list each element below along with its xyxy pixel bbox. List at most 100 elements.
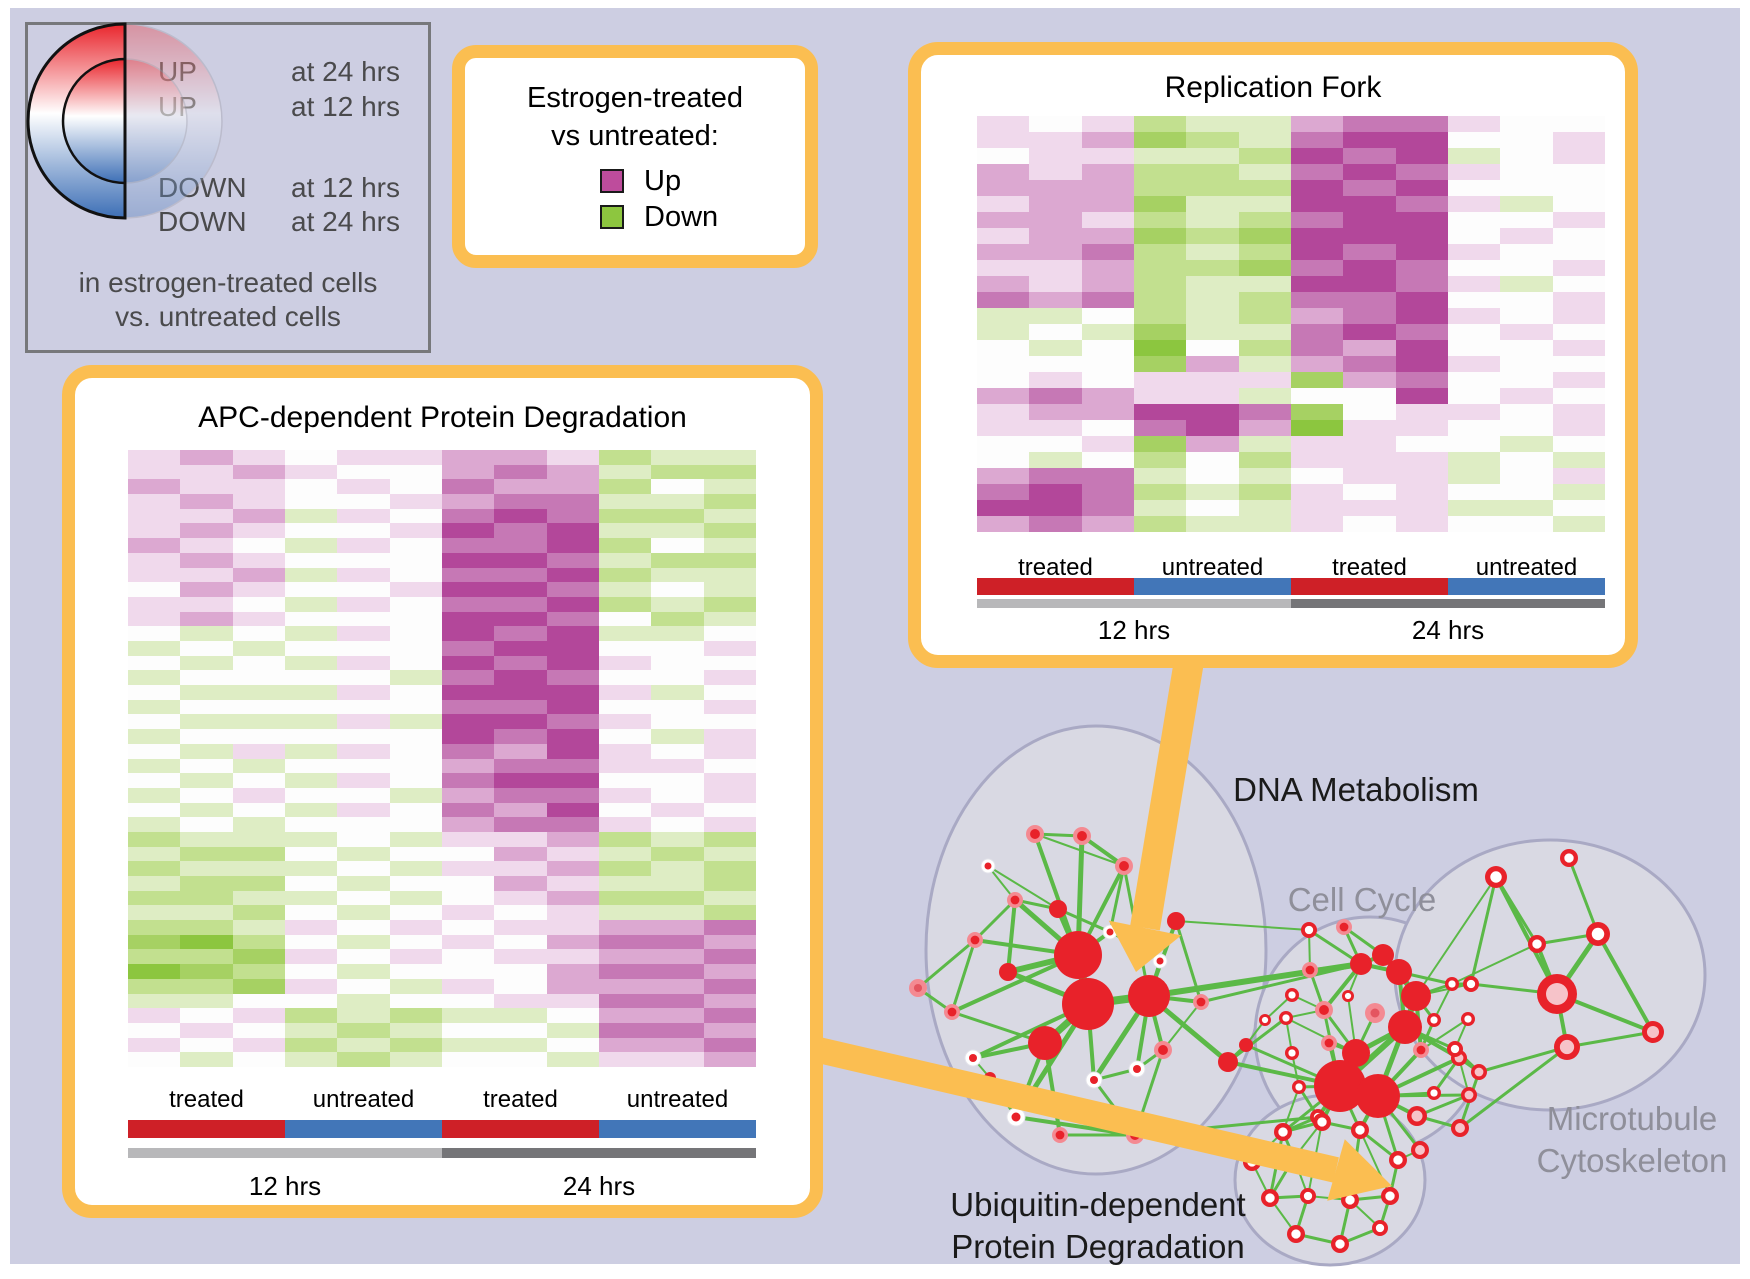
heatmap-cell <box>1290 148 1344 164</box>
heatmap-cell <box>598 626 652 641</box>
panel-apc-dependent-protein-degradation: APC-dependent Protein Degradation treate… <box>62 365 823 1218</box>
network-node <box>1586 922 1610 946</box>
heatmap-cell <box>1081 420 1134 436</box>
arrow-replication-fork-to-dna-metabolism-head <box>1108 920 1182 972</box>
network-edge <box>1175 920 1310 931</box>
cluster-label-line: Ubiquitin-dependent <box>950 1186 1246 1223</box>
heatmap-cell <box>284 552 338 568</box>
heatmap-cell <box>1133 420 1187 436</box>
circle-legend-footer-line1: in estrogen-treated cells <box>78 267 378 298</box>
condition-bar-segment <box>1291 578 1448 595</box>
heatmap-cell <box>128 626 181 641</box>
network-node <box>1085 1071 1103 1089</box>
arrow-apc-to-ubiquitin-shaft <box>807 1035 1339 1183</box>
heatmap-cell <box>1081 356 1134 372</box>
heatmap-cell <box>180 978 233 994</box>
heatmap-cell <box>1500 484 1553 500</box>
heatmap-cell <box>441 1008 495 1023</box>
heatmap-cell <box>546 626 599 641</box>
heatmap-cell <box>1186 468 1239 484</box>
heatmap-cell <box>977 484 1030 500</box>
heatmap-cell <box>494 934 547 950</box>
heatmap-cell <box>598 699 652 715</box>
heatmap-cell <box>1186 324 1239 340</box>
heatmap-cell <box>232 802 285 818</box>
heatmap-cell <box>598 714 652 730</box>
heatmap-cell <box>546 890 599 906</box>
network-node <box>1447 1041 1463 1057</box>
heatmap-cell <box>128 552 181 568</box>
heatmap-cell <box>128 567 181 583</box>
heatmap-cell <box>180 479 233 495</box>
heatmap-cell <box>598 817 652 832</box>
network-node <box>1336 919 1352 935</box>
heatmap-cell <box>284 611 338 627</box>
heatmap-cell <box>651 670 704 686</box>
heatmap-cell <box>232 920 285 935</box>
heatmap-cell <box>546 773 599 788</box>
heatmap-cell <box>1395 452 1448 468</box>
cluster-label-line: Protein Degradation <box>951 1228 1245 1265</box>
heatmap-cell <box>441 905 495 921</box>
heatmap-cell <box>546 846 599 862</box>
heatmap-cell <box>703 538 756 553</box>
network-edge <box>1469 875 1498 986</box>
heatmap-cell <box>1290 500 1344 516</box>
heatmap-cell <box>1343 260 1396 276</box>
heatmap-cell <box>1029 340 1082 356</box>
heatmap-cell <box>337 596 390 612</box>
heatmap-cell <box>128 464 181 480</box>
heatmap-cell <box>128 699 181 715</box>
heatmap-cell <box>389 964 442 979</box>
heatmap-cell <box>128 934 181 950</box>
panel-replication-fork: Replication Fork treated untreated treated… <box>908 42 1638 668</box>
network-edge <box>1108 864 1126 934</box>
heatmap-cell <box>1290 276 1344 292</box>
heatmap-cell <box>1552 484 1605 500</box>
heatmap-cell <box>180 993 233 1009</box>
heatmap-cell <box>1290 228 1344 244</box>
heatmap-cell <box>1133 292 1187 308</box>
heatmap-cell <box>1500 468 1553 484</box>
heatmap-cell <box>337 905 390 921</box>
heatmap-cell <box>977 420 1030 436</box>
heatmap-cell <box>1081 180 1134 196</box>
heatmap-cell <box>598 978 652 994</box>
heatmap-cell <box>1290 420 1344 436</box>
heatmap-cell <box>284 670 338 686</box>
heatmap-cell <box>1290 484 1344 500</box>
heatmap-cell <box>389 714 442 730</box>
heatmap-cell <box>1186 436 1239 452</box>
heatmap-cell <box>1081 452 1134 468</box>
heatmap-cell <box>284 743 338 759</box>
heatmap-cell <box>1552 452 1605 468</box>
heatmap-cell <box>1395 148 1448 164</box>
heatmap-cell <box>1395 244 1448 260</box>
legend-item-down: Down <box>600 201 718 233</box>
heatmap-cell <box>1395 260 1448 276</box>
heatmap-cell <box>977 196 1030 212</box>
heatmap-cell <box>389 1037 442 1053</box>
heatmap-cell <box>494 494 547 509</box>
heatmap-cell <box>1029 388 1082 404</box>
heatmap-cell <box>337 729 390 744</box>
heatmap-cell <box>128 479 181 495</box>
network-node <box>1274 1123 1292 1141</box>
heatmap-cell <box>1343 324 1396 340</box>
network-node <box>1052 1127 1068 1143</box>
heatmap-cell <box>389 758 442 774</box>
heatmap-cell <box>651 993 704 1009</box>
heatmap-cell <box>494 479 547 495</box>
heatmap-cell <box>1290 404 1344 420</box>
heatmap-cell <box>128 538 181 553</box>
network-node <box>1193 994 1209 1010</box>
heatmap-cell <box>180 743 233 759</box>
heatmap-cell <box>977 404 1030 420</box>
heatmap-cell <box>598 846 652 862</box>
heatmap-cell <box>1552 260 1605 276</box>
heatmap-cell <box>546 905 599 921</box>
heatmap-cell <box>651 890 704 906</box>
heatmap-cell <box>232 626 285 641</box>
heatmap-cell <box>1029 244 1082 260</box>
